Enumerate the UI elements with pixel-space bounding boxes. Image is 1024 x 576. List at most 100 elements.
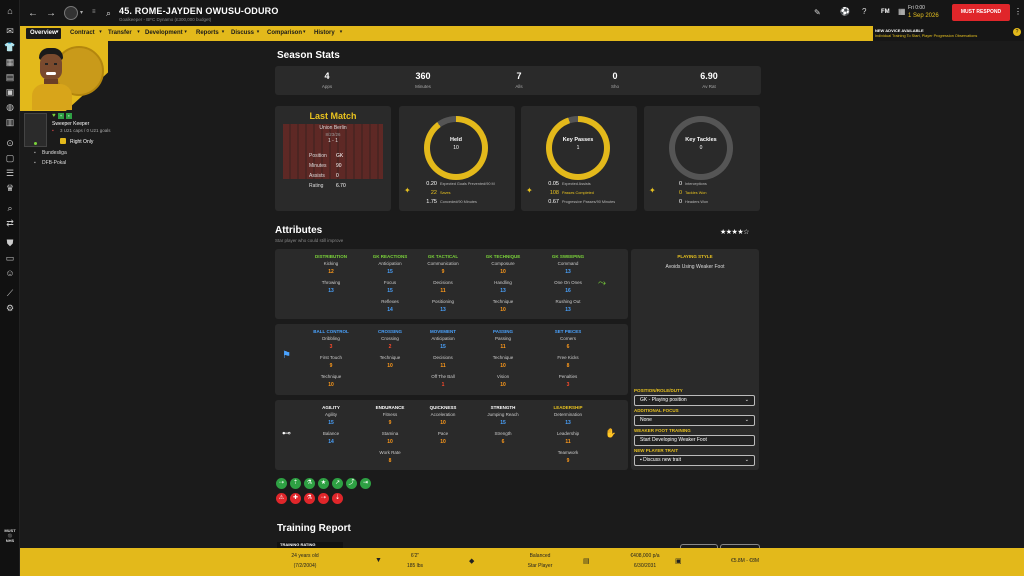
value-icon: ▣: [675, 558, 682, 565]
trait-label: NEW PLAYER TRAIT: [634, 448, 679, 453]
stat-card-2[interactable]: Key Passes 1 ✦ 0.05 Expected Assists 108 Passe…: [521, 106, 637, 211]
stat-card-row-value: 0: [678, 190, 682, 196]
tab-contract[interactable]: Contract: [70, 30, 95, 36]
must-respond-button[interactable]: MUST RESPOND: [952, 4, 1010, 21]
finance-icon[interactable]: ▭: [5, 253, 15, 263]
squad-icon[interactable]: 👕: [4, 42, 16, 52]
attribute-group-head: LEADERSHIP: [553, 405, 583, 410]
tab-overview[interactable]: Overview: [26, 28, 61, 39]
stat-card-row-label: Saves: [440, 191, 451, 195]
data-icon[interactable]: ▤: [5, 72, 15, 82]
training-control-2[interactable]: [720, 544, 760, 548]
trait-icon-3[interactable]: ⚗: [304, 478, 315, 489]
chevron-down-icon[interactable]: ▾: [80, 10, 84, 16]
forward-arrow-icon[interactable]: →: [46, 8, 56, 19]
training-report-title: Training Report: [277, 523, 351, 534]
trait-icon-12[interactable]: ⇣: [332, 493, 343, 504]
media-icon[interactable]: ⟋: [6, 288, 14, 298]
home-icon[interactable]: ⌂: [7, 6, 13, 16]
trait-dropdown[interactable]: ▪ Discuss new trait ⌄: [634, 455, 755, 466]
tab-development[interactable]: Development: [145, 30, 183, 36]
search-icon[interactable]: ⌕: [7, 203, 13, 213]
tab-transfer[interactable]: Transfer: [108, 30, 132, 36]
last-match-row-value: 90: [336, 163, 342, 169]
transfers-icon[interactable]: ⇄: [6, 218, 14, 228]
advice-text: Individual Training To Start, Player Pro…: [875, 34, 978, 38]
trait-icon-10[interactable]: ⚗: [304, 493, 315, 504]
trait-icon-9[interactable]: ✚: [290, 493, 301, 504]
tab-comparison[interactable]: Comparison: [267, 30, 303, 36]
gk-attributes-panel: DISTRIBUTION Kicking 12 Throwing 13 GK REACTI…: [275, 249, 628, 319]
staff-icon[interactable]: ☺: [5, 268, 15, 278]
prd-dropdown[interactable]: GK - Playing position ⌄: [634, 395, 755, 406]
trait-icon-4[interactable]: ★: [318, 478, 329, 489]
menu-icon[interactable]: ≡: [92, 9, 96, 15]
league-icon: ▪: [34, 150, 36, 156]
attribute-name: One On Ones: [554, 280, 582, 285]
attribute-name: Strength: [494, 431, 512, 436]
tactics-icon[interactable]: ▦: [5, 57, 15, 67]
club-icon[interactable]: ⚽: [840, 7, 850, 16]
calendar-icon[interactable]: ▣: [5, 87, 15, 97]
attribute-value: 14: [328, 439, 334, 445]
trait-icon-6[interactable]: ⤴: [346, 478, 357, 489]
tabs-bar: Overview ▾ Contract ▾ Transfer ▾ Development ▾ R…: [20, 26, 1024, 41]
position-dot: [34, 142, 37, 145]
calendar-icon[interactable]: ▦: [898, 7, 906, 16]
shield-icon[interactable]: ⛊: [6, 238, 14, 248]
season-stat-label: Apps: [321, 84, 333, 89]
trait-icon-5[interactable]: ↗: [332, 478, 343, 489]
status-icon-b: ▪: [66, 113, 72, 119]
attribute-name: Crossing: [381, 336, 399, 341]
clipboard-icon[interactable]: ☰: [5, 168, 15, 178]
fm-label[interactable]: FM: [881, 9, 890, 15]
trait-icon-2[interactable]: ⇡: [290, 478, 301, 489]
report-icon[interactable]: ▥: [5, 117, 15, 127]
footer-personality: Balanced: [529, 553, 551, 559]
last-match-panel[interactable]: Last Match Union Berlin 8/23/26 1 - 1 Po…: [275, 106, 391, 211]
stat-donut-hole: [552, 122, 604, 174]
trait-icon-7[interactable]: ⇥: [360, 478, 371, 489]
settings-icon[interactable]: ⚙: [5, 303, 15, 313]
union-berlin-watermark: [283, 124, 383, 179]
tab-discuss[interactable]: Discuss: [231, 30, 255, 36]
stat-card-row-value: 1.75: [426, 199, 437, 205]
trait-icon-11[interactable]: ⇢: [318, 493, 329, 504]
attribute-name: Anticipation: [378, 261, 402, 266]
club-crest-icon[interactable]: [64, 6, 78, 20]
training-control-1[interactable]: [680, 544, 718, 548]
scouting-icon[interactable]: ⊙: [6, 138, 14, 148]
trait-icon-8[interactable]: ⚠: [276, 493, 287, 504]
attribute-name: Determination: [553, 412, 582, 417]
attribute-name: Work Rate: [379, 450, 401, 455]
trophy-icon[interactable]: ♛: [5, 183, 15, 193]
stat-card-1[interactable]: Held 10 ✦ 0.20 Expected Goals Prevented/90 M…: [399, 106, 515, 211]
stat-card-row-label: Conceded/90 Minutes: [440, 200, 477, 204]
advice-info-icon[interactable]: ?: [1013, 28, 1021, 36]
stat-card-row-label: Headers Won: [685, 200, 709, 204]
camera-icon[interactable]: ▢: [5, 153, 15, 163]
attribute-value: 11: [440, 288, 446, 294]
advice-banner[interactable]: NEW ADVICE AVAILABLE Individual Training…: [872, 26, 1024, 41]
playing-style-value: Avoids Using Weaker Foot: [665, 264, 725, 270]
back-arrow-icon[interactable]: ←: [28, 8, 38, 19]
attribute-name: Teamwork: [557, 450, 579, 455]
tab-reports[interactable]: Reports: [196, 30, 219, 36]
wft-button[interactable]: Start Developing Weaker Foot: [634, 435, 755, 446]
pen-icon[interactable]: ✎: [814, 8, 821, 17]
contract-icon: ▤: [583, 558, 590, 565]
attribute-value: 10: [500, 307, 506, 313]
world-icon[interactable]: ◍: [6, 102, 14, 112]
stat-card-title: Key Tackles: [685, 137, 717, 143]
help-icon[interactable]: ?: [862, 7, 867, 16]
stat-card-3[interactable]: Key Tackles 0 ✦ 0 Interceptions 0 Tackles Won 0…: [644, 106, 760, 211]
trait-icon-1[interactable]: ⇢: [276, 478, 287, 489]
inbox-icon[interactable]: ✉: [6, 26, 14, 36]
attribute-name: Technique: [320, 374, 342, 379]
search-icon[interactable]: ⌕: [106, 8, 112, 18]
focus-dropdown[interactable]: None ⌄: [634, 415, 755, 426]
chevron-down-icon: ▾: [137, 29, 140, 35]
tab-history[interactable]: History: [314, 30, 335, 36]
attribute-group-head: DISTRIBUTION: [315, 254, 347, 259]
more-icon[interactable]: ⋮: [1014, 7, 1022, 16]
